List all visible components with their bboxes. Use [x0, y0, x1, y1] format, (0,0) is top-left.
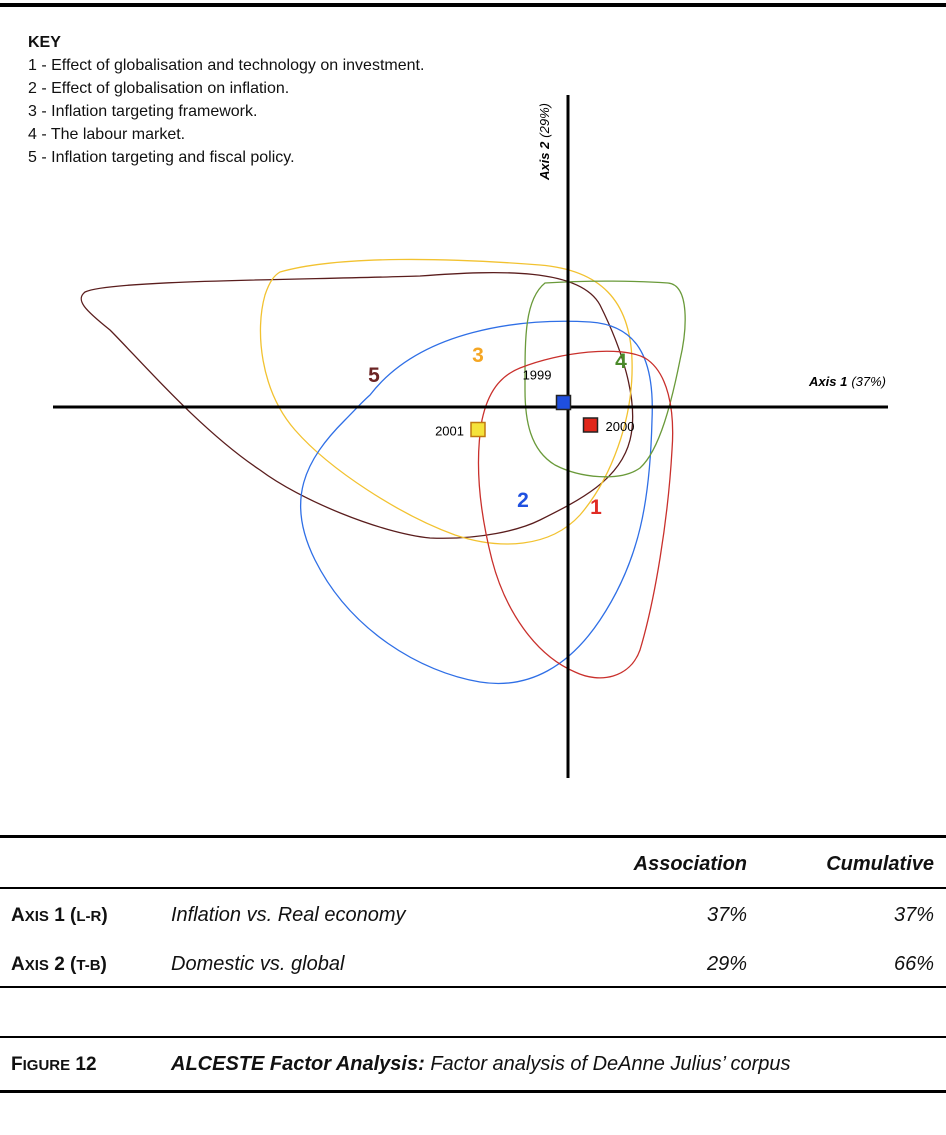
figure-top-rule — [0, 1036, 946, 1038]
key-item-5: 5 - Inflation targeting and fiscal polic… — [28, 149, 295, 166]
table-header-rule — [0, 887, 946, 889]
table-row-axis-1-description: Inflation vs. Real economy — [171, 904, 406, 926]
cluster-2-outline — [299, 320, 653, 685]
key-item-4: 4 - The labour market. — [28, 126, 186, 143]
table-row-axis-1-name: Axis 1 (l-r) — [11, 905, 108, 926]
cluster-5-label: 5 — [368, 364, 380, 387]
table-row-axis-1-cumulative: 37% — [893, 904, 934, 926]
table-row-axis-2-cumulative: 66% — [893, 953, 934, 975]
header-association: Association — [633, 853, 747, 875]
figure-bottom-rule — [0, 1090, 946, 1093]
cluster-1-label: 1 — [590, 496, 602, 519]
cluster-4-label: 4 — [615, 350, 627, 373]
point-2001-label: 2001 — [435, 424, 464, 439]
figure-label: Figure 12 — [11, 1054, 97, 1075]
table-row-axis-2-association: 29% — [706, 953, 747, 975]
key-item-1: 1 - Effect of globalisation and technolo… — [28, 57, 425, 74]
year-points: 1999 2000 2001 — [435, 368, 634, 439]
key-title: KEY — [28, 34, 61, 51]
point-2000-marker — [582, 417, 599, 433]
key-legend: KEY 1 - Effect of globalisation and tech… — [28, 31, 424, 169]
table-top-rule — [0, 835, 946, 838]
point-2001-marker — [470, 421, 486, 438]
table-row-axis-1-association: 37% — [706, 904, 747, 926]
point-2000-label: 2000 — [606, 419, 635, 434]
axis-1-label: Axis 1 (37%) — [808, 374, 886, 389]
cluster-2-label: 2 — [517, 489, 529, 512]
cluster-3-label: 3 — [472, 344, 484, 367]
table-row-axis-2-description: Domestic vs. global — [171, 953, 345, 975]
figure-caption: ALCESTE Factor Analysis: Factor analysis… — [171, 1053, 791, 1075]
point-1999-marker — [555, 394, 572, 411]
cluster-5-outline — [80, 271, 634, 539]
cluster-1-outline — [477, 350, 674, 679]
cluster-3-outline — [259, 258, 633, 545]
table-bottom-rule — [0, 986, 946, 988]
point-1999-label: 1999 — [523, 368, 552, 383]
header-cumulative: Cumulative — [826, 853, 934, 875]
key-item-3: 3 - Inflation targeting framework. — [28, 103, 258, 120]
table-row-axis-2-name: Axis 2 (t-b) — [11, 954, 107, 975]
factor-chart: Axis 1 (37%) Axis 2(29%) 1999 2000 2001 1 2… — [53, 95, 888, 778]
top-rule — [0, 3, 946, 7]
key-item-2: 2 - Effect of globalisation on inflation… — [28, 80, 290, 97]
cluster-4-outline — [524, 280, 686, 478]
axis-2-label: Axis 2(29%) — [537, 103, 552, 181]
